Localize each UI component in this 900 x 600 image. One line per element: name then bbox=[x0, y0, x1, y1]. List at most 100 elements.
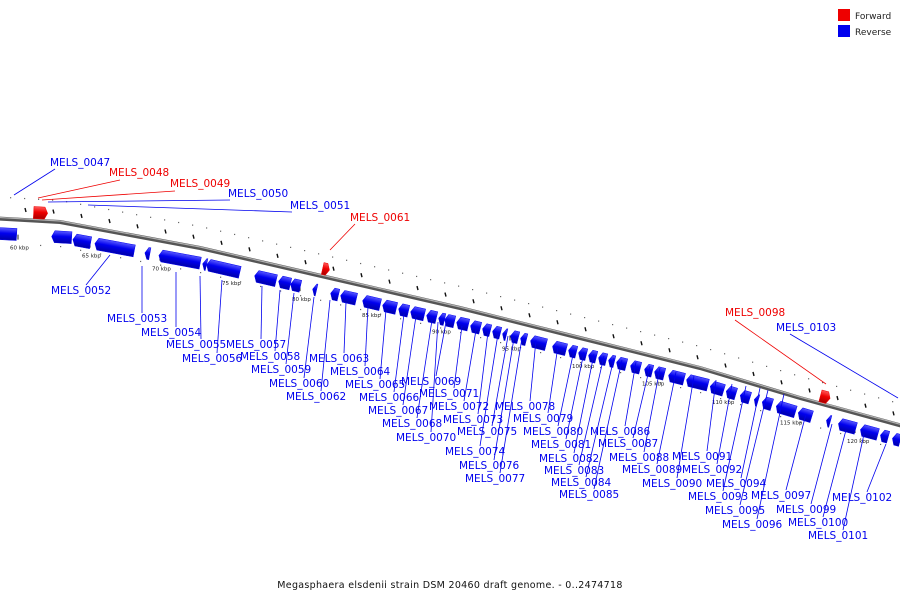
leader-line bbox=[41, 190, 176, 201]
gene-label: MELS_0061 bbox=[350, 212, 410, 224]
scale-tick-label: 75 kbp bbox=[222, 281, 241, 287]
gene-label: MELS_0082 bbox=[539, 453, 599, 465]
gene-label: MELS_0053 bbox=[107, 313, 167, 325]
gene-label: MELS_0096 bbox=[722, 519, 782, 531]
track-dot bbox=[800, 422, 802, 424]
gene-label: MELS_0056 bbox=[182, 353, 242, 365]
gene-shape bbox=[630, 360, 643, 375]
track-dot bbox=[458, 285, 460, 287]
gene-shape bbox=[726, 385, 738, 401]
leader-line bbox=[706, 379, 717, 452]
track-dot bbox=[360, 308, 362, 311]
track-dot bbox=[850, 389, 852, 391]
gene-shape bbox=[552, 340, 568, 356]
gene-block-reverse bbox=[616, 356, 629, 371]
leader-line bbox=[453, 325, 463, 389]
gene-label: MELS_0076 bbox=[459, 460, 519, 472]
track-dot bbox=[640, 331, 642, 333]
forward-legend-label: Forward bbox=[855, 12, 891, 22]
gene-block-reverse bbox=[202, 258, 209, 271]
gene-block-reverse bbox=[444, 314, 457, 329]
track-dot bbox=[178, 221, 180, 224]
scale-tick-label: 120 kbp bbox=[847, 439, 870, 445]
gene-block-reverse bbox=[608, 354, 617, 368]
track-dot bbox=[580, 362, 582, 364]
minor-tick bbox=[80, 213, 83, 219]
gene-label: MELS_0100 bbox=[788, 517, 848, 529]
track-dot bbox=[878, 397, 880, 399]
minor-tick bbox=[752, 371, 755, 377]
gene-label: MELS_0091 bbox=[672, 451, 732, 463]
track-dot bbox=[626, 327, 628, 329]
gene-shape bbox=[94, 237, 136, 258]
gene-block-reverse bbox=[206, 259, 242, 279]
track-dot bbox=[340, 304, 342, 306]
leader-line bbox=[491, 335, 509, 427]
scale-tick-label: 60 kbp bbox=[10, 246, 29, 252]
track-dot bbox=[486, 292, 488, 294]
gene-shape bbox=[880, 429, 891, 444]
track-dot bbox=[108, 208, 110, 211]
leader-line bbox=[866, 443, 887, 493]
gene-block-reverse bbox=[686, 374, 710, 392]
leader-line bbox=[585, 357, 615, 478]
track-dot bbox=[416, 275, 418, 278]
track-dot bbox=[620, 372, 622, 374]
gene-block-reverse bbox=[826, 415, 833, 428]
genome-backbone bbox=[0, 216, 900, 428]
track-dot bbox=[318, 253, 320, 255]
minor-tick bbox=[52, 209, 55, 214]
track-dot bbox=[60, 246, 62, 248]
track-dot bbox=[500, 342, 502, 344]
gene-label: MELS_0059 bbox=[251, 364, 311, 376]
track-dot bbox=[220, 230, 222, 232]
gene-label: MELS_0075 bbox=[457, 426, 517, 438]
minor-tick bbox=[668, 348, 671, 353]
gene-block-reverse bbox=[410, 306, 426, 322]
gene-label: MELS_0083 bbox=[544, 465, 604, 477]
gene-shape bbox=[456, 316, 470, 332]
gene-block-reverse bbox=[510, 330, 521, 344]
gene-block-forward bbox=[321, 262, 330, 276]
track-dot bbox=[52, 199, 54, 201]
gene-block-reverse bbox=[520, 332, 529, 346]
gene-shape bbox=[520, 332, 529, 346]
gene-label: MELS_0067 bbox=[368, 405, 428, 417]
track-dot bbox=[140, 260, 142, 263]
gene-shape bbox=[608, 354, 617, 368]
minor-tick bbox=[360, 272, 363, 278]
gene-block-reverse bbox=[710, 381, 726, 397]
track-dot bbox=[100, 253, 102, 255]
track-dot bbox=[320, 299, 322, 301]
gene-label: MELS_0087 bbox=[598, 438, 658, 450]
track-dot bbox=[696, 345, 698, 347]
track-dot bbox=[794, 374, 796, 376]
gene-label: MELS_0093 bbox=[688, 491, 748, 503]
gene-label: MELS_0063 bbox=[309, 353, 369, 365]
track-dot bbox=[180, 268, 182, 270]
minor-tick bbox=[276, 253, 279, 258]
leader-line bbox=[547, 345, 559, 414]
gene-block-reverse bbox=[94, 237, 136, 258]
leader-line bbox=[435, 321, 447, 377]
track-dot bbox=[240, 281, 242, 283]
gene-shape bbox=[616, 356, 629, 371]
leader-line bbox=[557, 349, 575, 427]
track-dot bbox=[528, 303, 530, 305]
leader-line bbox=[578, 355, 605, 466]
gene-shape bbox=[202, 258, 209, 271]
leader-line bbox=[573, 353, 595, 454]
leader-line bbox=[810, 423, 833, 505]
track-dot bbox=[136, 214, 138, 216]
gene-block-reverse bbox=[362, 295, 382, 311]
gene-label: MELS_0062 bbox=[286, 391, 346, 403]
gene-shape bbox=[51, 230, 73, 244]
gene-block-reverse bbox=[158, 249, 202, 270]
track-dot bbox=[472, 289, 474, 291]
leader-line bbox=[37, 179, 121, 199]
gene-label: MELS_0101 bbox=[808, 530, 868, 542]
track-dot bbox=[640, 377, 642, 379]
track-dot bbox=[262, 240, 264, 242]
leader-line bbox=[430, 321, 439, 433]
